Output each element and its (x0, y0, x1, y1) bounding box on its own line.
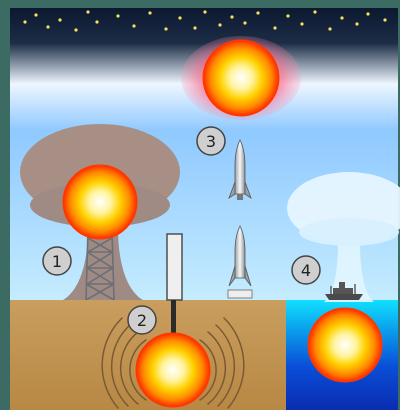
fireball-icon (135, 332, 211, 408)
star-field (23, 10, 387, 32)
star-icon (23, 20, 27, 24)
star-icon (273, 26, 277, 30)
star-icon (58, 18, 62, 22)
svg-text:1: 1 (52, 252, 62, 271)
star-icon (300, 22, 304, 26)
star-icon (243, 21, 247, 25)
star-icon (256, 11, 260, 15)
star-icon (328, 27, 332, 31)
star-icon (340, 16, 344, 20)
underground-shaft (166, 233, 183, 340)
svg-text:3: 3 (206, 132, 216, 151)
star-icon (193, 26, 197, 30)
star-icon (230, 15, 234, 19)
star-icon (164, 27, 168, 31)
star-icon (95, 20, 99, 24)
star-icon (383, 18, 387, 22)
water-plume (287, 172, 400, 302)
ship-icon (325, 282, 363, 300)
star-icon (86, 10, 90, 14)
svg-text:4: 4 (301, 261, 311, 280)
label-atmospheric-test: 1 (42, 246, 72, 276)
star-icon (178, 16, 182, 20)
star-icon (34, 13, 38, 17)
label-underwater-test: 4 (291, 255, 321, 285)
launch-pad (227, 289, 253, 299)
label-underground-test: 2 (127, 305, 157, 335)
shockwave-arcs (101, 317, 245, 409)
star-icon (313, 10, 317, 14)
star-icon (218, 23, 222, 27)
star-icon (116, 14, 120, 18)
rocket-icon (227, 225, 253, 299)
label-exoatmospheric-test: 3 (196, 126, 226, 156)
star-icon (203, 10, 207, 14)
fireball-icon (307, 307, 383, 383)
star-icon (286, 14, 290, 18)
fireball-icon (62, 164, 138, 240)
star-icon (355, 22, 359, 26)
star-icon (132, 24, 136, 28)
shaft (171, 300, 176, 340)
star-icon (366, 12, 370, 16)
star-icon (74, 28, 78, 32)
rocket-icon (228, 139, 252, 200)
tower-icon (85, 229, 115, 301)
fireball-icon (202, 39, 280, 117)
star-icon (46, 25, 50, 29)
headframe (166, 233, 183, 301)
svg-text:2: 2 (137, 311, 147, 330)
star-icon (148, 11, 152, 15)
